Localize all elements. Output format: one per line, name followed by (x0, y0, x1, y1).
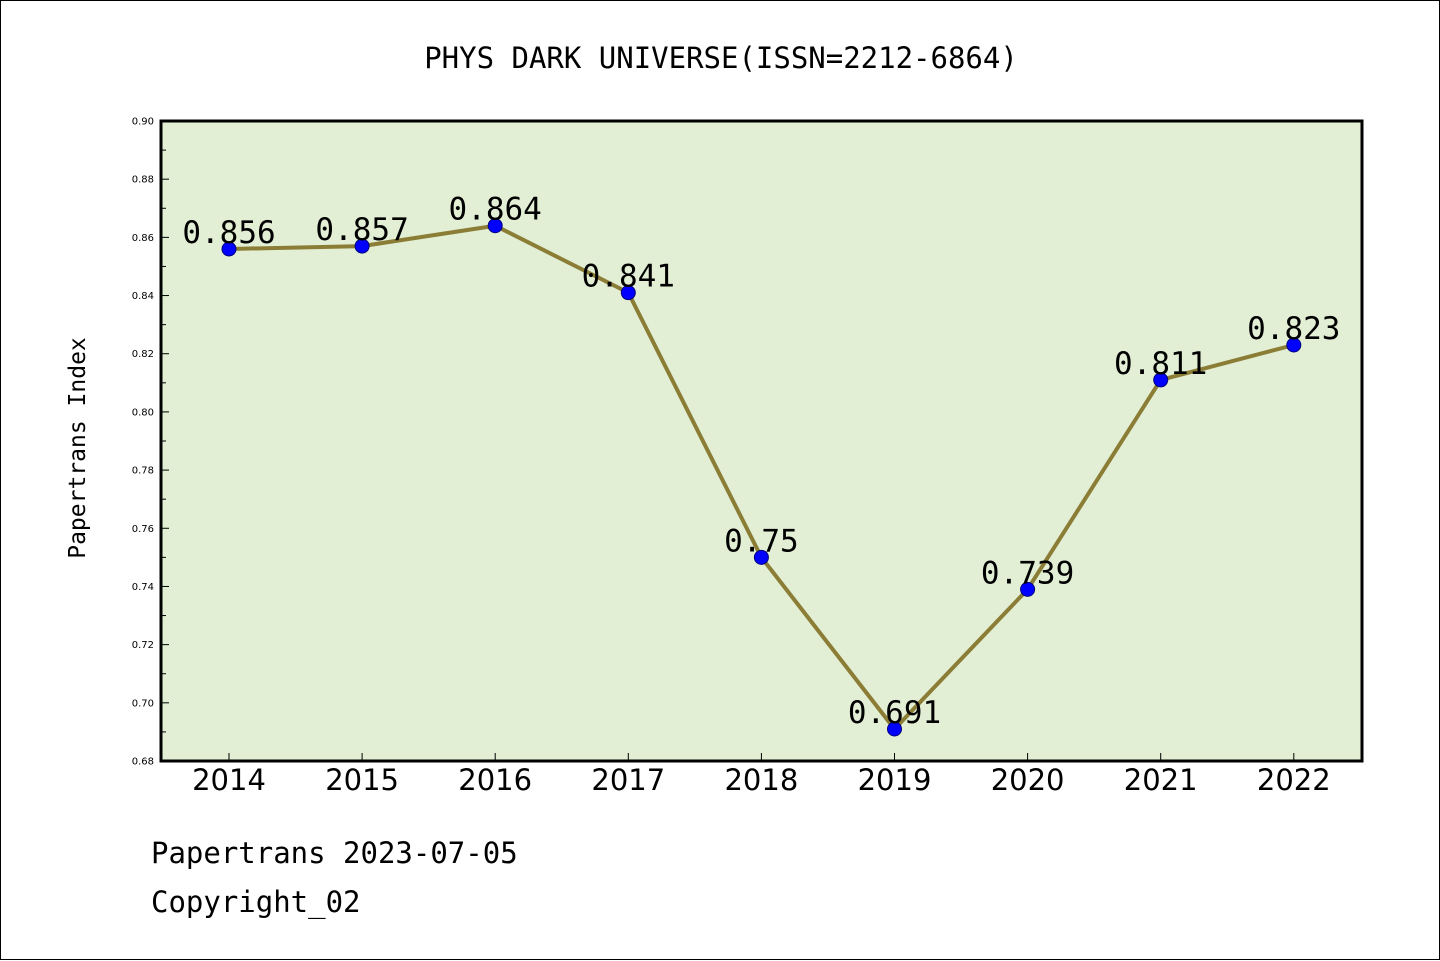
data-label: 0.841 (582, 259, 675, 295)
data-point (1020, 581, 1036, 597)
x-tick-label: 2017 (591, 763, 665, 797)
x-tick-label: 2015 (325, 763, 399, 797)
data-point (221, 241, 237, 257)
y-tick-label: 0.68 (132, 757, 154, 768)
y-axis-label: Papertrans Index (65, 337, 91, 559)
footer-date-line: Papertrans 2023-07-05 (151, 836, 518, 870)
y-tick-label: 0.82 (132, 349, 154, 360)
x-tick-label: 2021 (1124, 763, 1198, 797)
data-label: 0.864 (449, 192, 542, 228)
data-label: 0.857 (315, 212, 408, 248)
y-tick-label: 0.78 (132, 466, 154, 477)
y-tick-label: 0.74 (132, 582, 154, 593)
y-tick-label: 0.90 (132, 117, 154, 128)
data-label: 0.691 (848, 695, 941, 731)
data-point (1153, 372, 1169, 388)
y-tick-label: 0.88 (132, 175, 154, 186)
data-point (487, 218, 503, 234)
x-tick-label: 2020 (991, 763, 1065, 797)
data-label: 0.856 (182, 215, 275, 251)
y-tick-label: 0.80 (132, 407, 154, 418)
data-label: 0.739 (981, 555, 1074, 591)
data-point (753, 549, 769, 565)
y-tick-label: 0.84 (132, 291, 154, 302)
x-tick-label: 2016 (458, 763, 532, 797)
footer-copyright: Copyright_02 (151, 885, 361, 919)
data-point (887, 721, 902, 737)
y-tick-label: 0.86 (132, 233, 154, 244)
data-label: 0.811 (1114, 346, 1207, 382)
data-point (620, 285, 636, 301)
data-label: 0.75 (724, 523, 799, 559)
x-tick-label: 2019 (858, 763, 932, 797)
y-axis-ticks: 0.68 0.70 0.72 0.74 0.76 0.78 0.80 0.82 0.84 0.86… (132, 117, 169, 768)
plot-area (159, 119, 1364, 763)
x-tick-label: 2014 (192, 763, 266, 797)
data-point (1286, 337, 1302, 353)
y-tick-label: 0.72 (132, 640, 154, 651)
x-axis-ticks: 2014 2015 2016 2017 2018 2019 2020 2021 2022 (192, 753, 1331, 797)
data-point (354, 238, 370, 254)
x-tick-label: 2022 (1257, 763, 1331, 797)
y-tick-label: 0.70 (132, 698, 154, 709)
x-tick-label: 2018 (724, 763, 798, 797)
chart-title: PHYS DARK UNIVERSE(ISSN=2212-6864) (424, 41, 1018, 75)
data-label: 0.823 (1247, 311, 1340, 347)
y-tick-label: 0.76 (132, 524, 154, 535)
series-layer: 0.856 0.857 0.864 0.841 0.75 0.691 0.739 0.811 0… (182, 192, 1340, 737)
